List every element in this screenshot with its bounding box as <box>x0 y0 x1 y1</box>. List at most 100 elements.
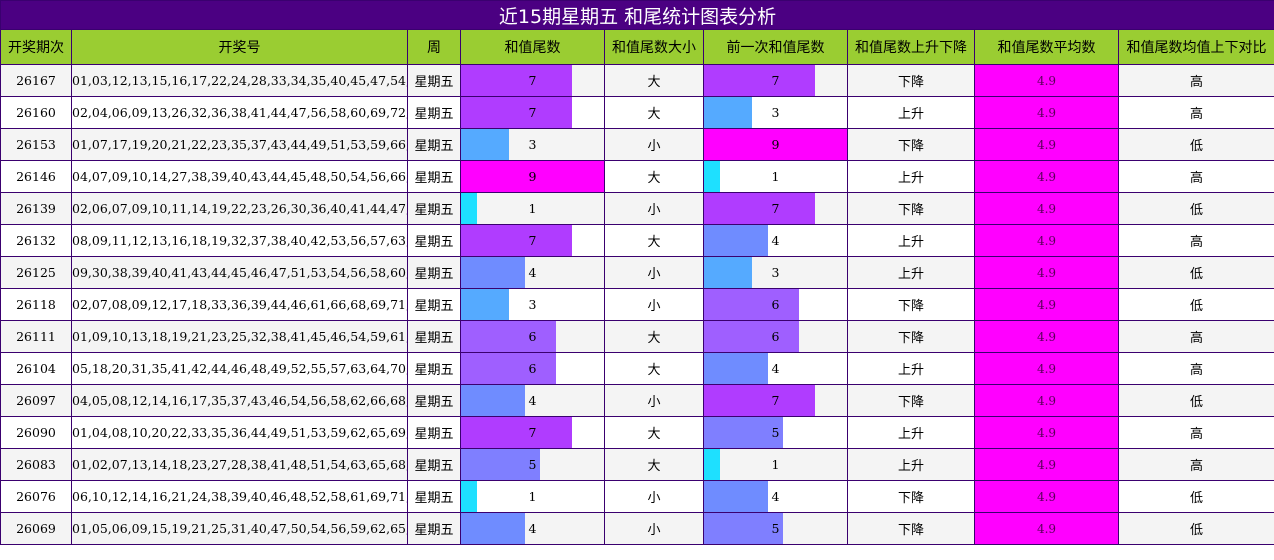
tail-cell: 4 <box>460 256 605 289</box>
table-row: 26090 01,04,08,10,20,22,33,35,36,44,49,51… <box>0 416 1274 449</box>
compare-cell: 高 <box>1117 64 1274 97</box>
compare-cell: 低 <box>1117 128 1274 161</box>
prev-tail-cell: 1 <box>703 448 848 481</box>
trend-cell: 下降 <box>847 288 975 321</box>
prev-tail-cell-value: 3 <box>771 104 780 120</box>
issue-cell: 26132 <box>0 224 72 257</box>
weekday-cell: 星期五 <box>407 352 461 385</box>
numbers-cell: 08,09,11,12,13,16,18,19,32,37,38,40,42,5… <box>71 224 408 257</box>
tail-cell-bar <box>461 257 525 288</box>
weekday-cell: 星期五 <box>407 192 461 225</box>
size-cell: 大 <box>604 448 704 481</box>
avg-cell: 4.9 <box>974 320 1119 353</box>
avg-cell: 4.9 <box>974 64 1119 97</box>
issue-cell: 26111 <box>0 320 72 353</box>
issue-cell: 26125 <box>0 256 72 289</box>
tail-cell-value: 5 <box>528 456 537 472</box>
trend-cell: 下降 <box>847 128 975 161</box>
avg-cell: 4.9 <box>974 128 1119 161</box>
compare-cell: 低 <box>1117 512 1274 545</box>
table-row: 26104 05,18,20,31,35,41,42,44,46,48,49,52… <box>0 352 1274 385</box>
header-compare: 和值尾数均值上下对比 <box>1117 29 1274 65</box>
trend-cell: 上升 <box>847 256 975 289</box>
weekday-cell: 星期五 <box>407 160 461 193</box>
tail-cell-bar <box>461 321 557 352</box>
prev-tail-cell: 5 <box>703 512 848 545</box>
tail-cell-value: 4 <box>528 520 537 536</box>
weekday-cell: 星期五 <box>407 256 461 289</box>
size-cell: 大 <box>604 320 704 353</box>
table-row: 26118 02,07,08,09,12,17,18,33,36,39,44,46… <box>0 288 1274 321</box>
size-cell: 小 <box>604 384 704 417</box>
avg-cell: 4.9 <box>974 288 1119 321</box>
tail-cell-value: 6 <box>528 360 537 376</box>
issue-cell: 26118 <box>0 288 72 321</box>
table-row: 26097 04,05,08,12,14,16,17,35,37,43,46,54… <box>0 384 1274 417</box>
avg-cell: 4.9 <box>974 224 1119 257</box>
tail-cell-bar <box>461 161 604 192</box>
prev-tail-cell-bar <box>704 449 720 480</box>
weekday-cell: 星期五 <box>407 448 461 481</box>
prev-tail-cell-bar <box>704 225 768 256</box>
issue-cell: 26146 <box>0 160 72 193</box>
numbers-cell: 09,30,38,39,40,41,43,44,45,46,47,51,53,5… <box>71 256 408 289</box>
tail-cell-value: 4 <box>528 392 537 408</box>
header-prev-tail: 前一次和值尾数 <box>703 29 848 65</box>
header-trend: 和值尾数上升下降 <box>847 29 975 65</box>
prev-tail-cell-bar <box>704 481 768 512</box>
prev-tail-cell: 3 <box>703 256 848 289</box>
table-row: 26132 08,09,11,12,13,16,18,19,32,37,38,40… <box>0 224 1274 257</box>
prev-tail-cell-value: 4 <box>771 488 780 504</box>
size-cell: 小 <box>604 512 704 545</box>
tail-cell-value: 7 <box>528 72 537 88</box>
header-numbers: 开奖号 <box>71 29 408 65</box>
issue-cell: 26153 <box>0 128 72 161</box>
tail-cell: 1 <box>460 480 605 513</box>
size-cell: 小 <box>604 256 704 289</box>
tail-cell: 6 <box>460 352 605 385</box>
size-cell: 大 <box>604 352 704 385</box>
compare-cell: 低 <box>1117 288 1274 321</box>
prev-tail-cell: 6 <box>703 288 848 321</box>
prev-tail-cell-value: 9 <box>771 136 780 152</box>
numbers-cell: 04,07,09,10,14,27,38,39,40,43,44,45,48,5… <box>71 160 408 193</box>
tail-cell-value: 6 <box>528 328 537 344</box>
prev-tail-cell: 1 <box>703 160 848 193</box>
prev-tail-cell: 7 <box>703 64 848 97</box>
prev-tail-cell-value: 6 <box>771 296 780 312</box>
size-cell: 小 <box>604 288 704 321</box>
numbers-cell: 01,05,06,09,15,19,21,25,31,40,47,50,54,5… <box>71 512 408 545</box>
trend-cell: 下降 <box>847 384 975 417</box>
tail-cell-value: 1 <box>528 488 537 504</box>
weekday-cell: 星期五 <box>407 512 461 545</box>
size-cell: 小 <box>604 192 704 225</box>
compare-cell: 高 <box>1117 448 1274 481</box>
table-row: 26069 01,05,06,09,15,19,21,25,31,40,47,50… <box>0 512 1274 545</box>
avg-cell: 4.9 <box>974 448 1119 481</box>
table-row: 26076 06,10,12,14,16,21,24,38,39,40,46,48… <box>0 480 1274 513</box>
trend-cell: 下降 <box>847 64 975 97</box>
avg-cell: 4.9 <box>974 160 1119 193</box>
tail-cell: 4 <box>460 384 605 417</box>
trend-cell: 上升 <box>847 160 975 193</box>
header-tail: 和值尾数 <box>460 29 605 65</box>
tail-cell-value: 7 <box>528 104 537 120</box>
prev-tail-cell-value: 1 <box>771 168 780 184</box>
tail-cell-value: 3 <box>528 296 537 312</box>
tail-cell: 3 <box>460 128 605 161</box>
trend-cell: 上升 <box>847 416 975 449</box>
prev-tail-cell-bar <box>704 161 720 192</box>
numbers-cell: 02,07,08,09,12,17,18,33,36,39,44,46,61,6… <box>71 288 408 321</box>
avg-cell: 4.9 <box>974 192 1119 225</box>
prev-tail-cell-bar <box>704 321 800 352</box>
prev-tail-cell: 7 <box>703 192 848 225</box>
tail-cell-bar <box>461 225 573 256</box>
avg-cell: 4.9 <box>974 384 1119 417</box>
prev-tail-cell: 7 <box>703 384 848 417</box>
table-row: 26146 04,07,09,10,14,27,38,39,40,43,44,45… <box>0 160 1274 193</box>
trend-cell: 下降 <box>847 512 975 545</box>
prev-tail-cell-value: 7 <box>771 200 780 216</box>
numbers-cell: 01,02,07,13,14,18,23,27,28,38,41,48,51,5… <box>71 448 408 481</box>
weekday-cell: 星期五 <box>407 64 461 97</box>
trend-cell: 上升 <box>847 224 975 257</box>
